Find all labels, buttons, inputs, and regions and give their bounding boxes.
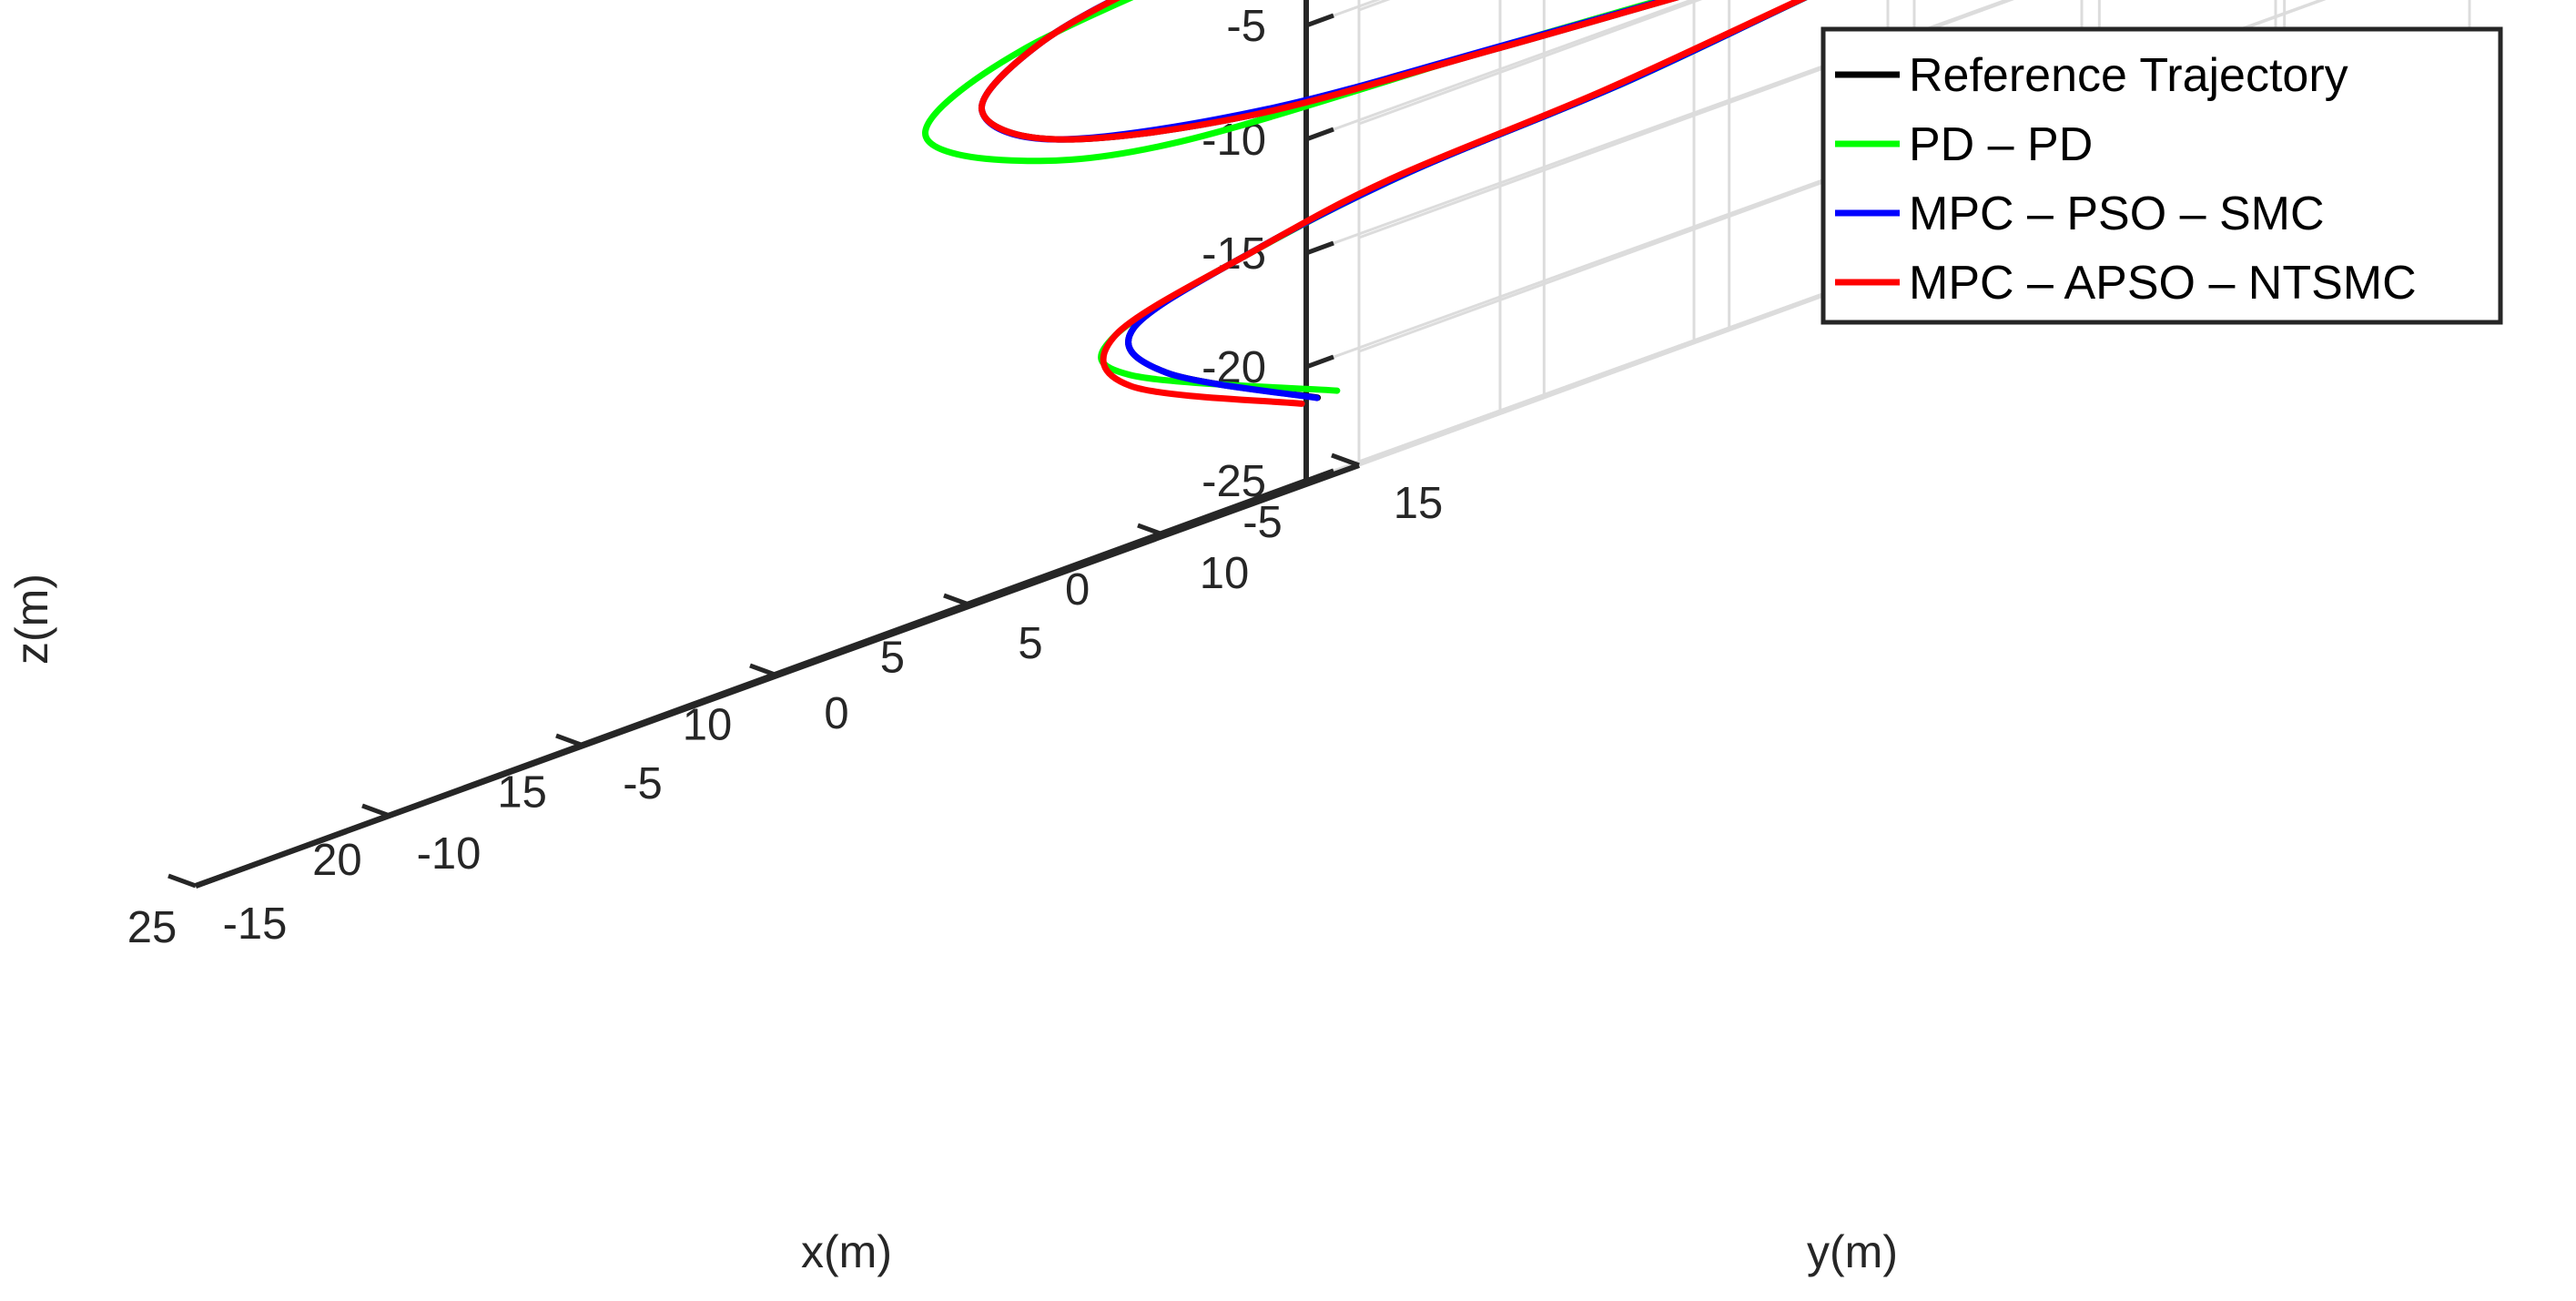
z-tick-label: -5 xyxy=(1226,2,1266,51)
y-tick-label: 10 xyxy=(1200,549,1250,598)
x-tick xyxy=(380,806,410,821)
y-axis-label: y(m) xyxy=(1807,1226,1898,1277)
y-tick-label: 5 xyxy=(1018,619,1042,668)
x-tick-label: 20 xyxy=(312,836,362,885)
legend-box xyxy=(1820,26,2503,325)
y-tick xyxy=(167,873,197,889)
y-tick xyxy=(1331,452,1360,468)
y-tick-label: 0 xyxy=(824,689,848,738)
x-tick-label: 10 xyxy=(683,701,733,750)
legend-label: PD – PD xyxy=(1909,118,2093,171)
x-tick xyxy=(935,603,965,618)
x-axis-label: x(m) xyxy=(801,1226,892,1277)
z-tick xyxy=(1305,468,1334,483)
z-tick-label: -25 xyxy=(1202,457,1266,506)
x-tick-label: 0 xyxy=(1065,565,1090,615)
series-line-3 xyxy=(979,0,1808,407)
y-tick-label: -15 xyxy=(223,900,288,949)
z-tick xyxy=(1305,13,1334,28)
tick-labels: -50510152025-15-10-50510150-5-10-15-20-2… xyxy=(127,2,1444,952)
x-tick xyxy=(1120,535,1150,551)
legend-label: MPC – APSO – NTSMC xyxy=(1909,257,2417,310)
y-tick-label: -10 xyxy=(417,829,482,879)
y-tick-label: -5 xyxy=(623,759,663,808)
x-tick-label: 15 xyxy=(497,768,547,818)
x-tick xyxy=(195,873,224,889)
z-tick xyxy=(1305,354,1334,370)
grid-line xyxy=(1358,0,1703,126)
x-tick-label: 5 xyxy=(880,633,905,682)
axes xyxy=(167,0,1361,889)
legend-label: Reference Trajectory xyxy=(1909,49,2348,102)
legend: Reference Trajectory PD – PD MPC – PSO – S… xyxy=(1820,26,2503,325)
z-tick xyxy=(1305,240,1334,256)
z-tick xyxy=(1305,127,1334,142)
y-tick xyxy=(361,803,390,818)
y-tick-label: 15 xyxy=(1394,479,1444,528)
y-tick xyxy=(1137,523,1166,538)
y-tick xyxy=(749,663,778,678)
z-axis-label: z(m) xyxy=(6,574,57,665)
x-tick-label: -5 xyxy=(1242,498,1283,547)
legend-label: MPC – PSO – SMC xyxy=(1909,188,2325,240)
x-tick-label: 25 xyxy=(127,903,177,952)
y-tick xyxy=(555,733,584,748)
trajectory-lines xyxy=(922,0,1808,407)
y-tick xyxy=(943,593,972,608)
grid-line xyxy=(1305,0,1696,141)
